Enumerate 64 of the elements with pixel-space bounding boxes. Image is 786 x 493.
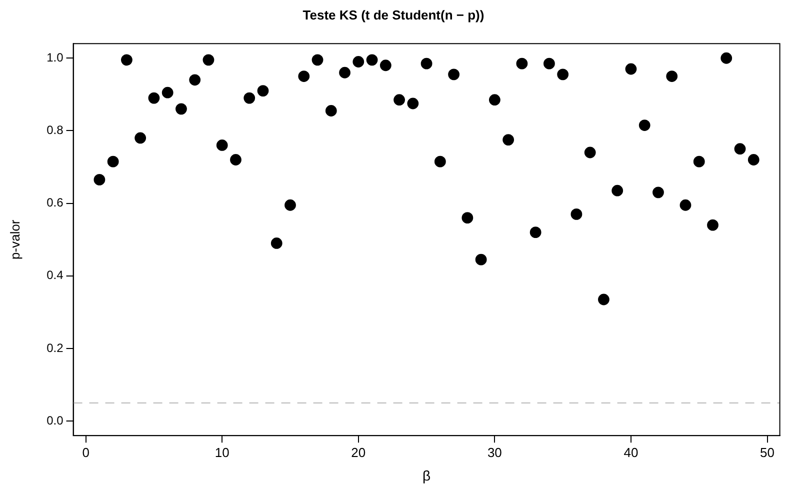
point	[107, 156, 119, 168]
point	[680, 199, 692, 211]
point	[176, 103, 187, 115]
point	[652, 186, 664, 198]
point	[530, 226, 542, 238]
point	[339, 66, 350, 78]
point	[557, 68, 569, 80]
point	[584, 146, 596, 158]
y-tick-label: 0.2	[46, 340, 64, 355]
point	[94, 174, 106, 186]
point	[244, 92, 256, 104]
y-tick-label: 0.4	[46, 268, 64, 282]
x-tick-label: 0	[82, 444, 90, 460]
point	[734, 143, 746, 155]
point	[434, 156, 446, 168]
point	[666, 70, 678, 82]
point	[693, 156, 705, 168]
point	[748, 154, 760, 166]
point	[366, 54, 378, 66]
point	[216, 140, 228, 151]
point	[202, 54, 214, 66]
point	[570, 208, 582, 220]
point	[284, 199, 296, 211]
point	[638, 120, 650, 131]
point	[475, 254, 487, 266]
x-tick-label: 10	[214, 444, 230, 460]
point	[707, 219, 718, 231]
point	[544, 58, 555, 70]
y-axis-title: p-valor	[7, 219, 22, 260]
y-tick-label: 1.0	[46, 50, 64, 64]
point	[502, 134, 514, 146]
x-tick-label: 30	[487, 444, 502, 460]
x-tick-label: 20	[351, 444, 366, 460]
point	[352, 56, 364, 68]
x-tick-label: 50	[760, 444, 774, 460]
y-tick-label: 0.6	[46, 196, 64, 210]
y-tick-label: 0.0	[46, 413, 64, 428]
x-axis-title: β	[422, 467, 431, 484]
point	[625, 63, 637, 75]
point	[257, 85, 269, 96]
point	[488, 94, 500, 106]
point	[380, 60, 392, 72]
point	[612, 184, 624, 196]
point	[162, 86, 174, 98]
point	[270, 238, 282, 249]
point	[394, 94, 405, 106]
point	[407, 98, 419, 110]
point	[134, 132, 146, 144]
point	[189, 74, 201, 86]
point	[148, 92, 160, 104]
point	[420, 58, 432, 70]
point	[312, 54, 324, 66]
chart-title: Teste KS (t de Student(n − p))	[302, 7, 484, 22]
point	[720, 52, 732, 64]
x-tick-label: 40	[624, 444, 638, 460]
point	[230, 154, 242, 166]
point	[121, 54, 132, 66]
point	[598, 294, 610, 306]
point	[448, 68, 460, 80]
point	[325, 105, 337, 116]
point	[462, 212, 474, 224]
point	[516, 58, 528, 70]
y-tick-label: 0.8	[46, 123, 64, 138]
point	[298, 70, 310, 82]
